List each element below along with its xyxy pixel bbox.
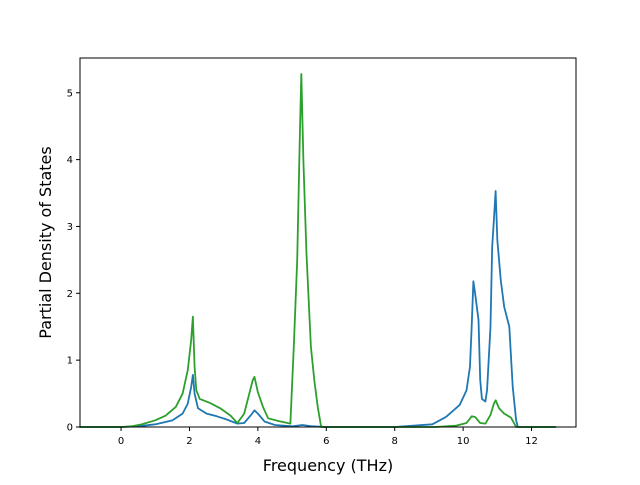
x-axis-label: Frequency (THz) [263, 456, 393, 475]
x-tick-label: 0 [118, 436, 124, 447]
y-tick-label: 2 [67, 289, 73, 300]
y-axis-ticks: 0 1 2 3 4 5 [67, 88, 80, 434]
x-tick-label: 12 [525, 436, 538, 447]
plot-frame [79, 57, 577, 428]
y-tick-label: 1 [67, 356, 73, 367]
y-tick-label: 5 [67, 88, 73, 99]
x-tick-label: 6 [323, 436, 329, 447]
y-tick-label: 4 [67, 155, 73, 166]
y-axis-label: Partial Density of States [36, 146, 55, 338]
series-line-2 [79, 73, 557, 428]
y-tick-label: 0 [67, 423, 73, 434]
x-tick-label: 8 [392, 436, 398, 447]
y-tick-label: 3 [67, 222, 73, 233]
x-tick-label: 10 [457, 436, 470, 447]
x-axis-ticks: 0 2 4 6 8 10 12 [118, 427, 538, 447]
x-tick-label: 2 [186, 436, 192, 447]
x-tick-label: 4 [255, 436, 261, 447]
